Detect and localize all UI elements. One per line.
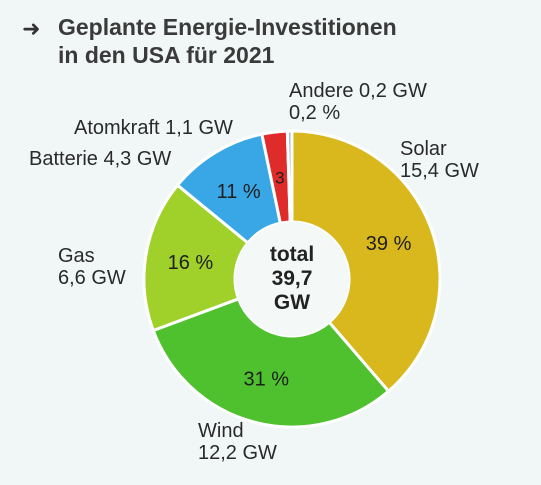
ext-label-wind-value: 12,2 GW (198, 442, 277, 464)
ext-label-wind: Wind 12,2 GW (198, 420, 277, 464)
chart-title-line-2: in den USA für 2021 (58, 42, 275, 68)
ext-label-batterie: Batterie 4,3 GW (29, 148, 171, 170)
slice-label-atomkraft: 3 (275, 169, 284, 188)
ext-label-solar-value: 15,4 GW (400, 160, 479, 182)
ext-label-gas-value: 6,6 GW (58, 267, 126, 289)
slice-label-gas: 16 % (168, 252, 214, 274)
chart-title-line-1: Geplante Energie-Investitionen (58, 14, 397, 40)
ext-label-andere-value: 0,2 % (289, 102, 341, 124)
ext-label-gas: Gas 6,6 GW (58, 245, 126, 289)
center-total-unit: GW (274, 291, 310, 314)
ext-label-atomkraft-name: Atomkraft 1,1 GW (74, 117, 233, 139)
ext-label-andere-name: Andere 0,2 GW (289, 80, 427, 102)
ext-label-wind-name: Wind (198, 420, 244, 442)
ext-label-atomkraft: Atomkraft 1,1 GW (74, 117, 233, 139)
center-total-value: 39,7 (272, 267, 313, 290)
ext-label-gas-name: Gas (58, 245, 95, 267)
ext-label-batterie-name: Batterie 4,3 GW (29, 148, 172, 170)
ext-label-andere: Andere 0,2 GW 0,2 % (289, 80, 427, 124)
ext-label-solar-name: Solar (400, 138, 447, 160)
center-total-label: total (270, 243, 314, 266)
ext-label-solar: Solar 15,4 GW (400, 138, 479, 182)
slice-label-batterie: 11 % (217, 181, 261, 203)
arrow-right-icon: ➜ (22, 16, 41, 41)
slice-label-wind: 31 % (243, 369, 289, 391)
donut-center-hole (235, 222, 349, 336)
slice-label-solar: 39 % (366, 233, 412, 255)
